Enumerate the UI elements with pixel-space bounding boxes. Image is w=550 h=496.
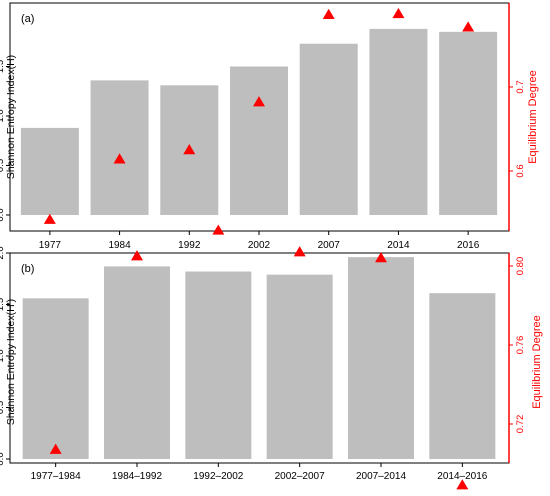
bar [20,127,79,215]
panel-label: (a) [21,13,34,25]
y-tick-label: 2.0 [0,246,6,259]
y2-tick-label: 0.7 [515,80,526,93]
bar [439,31,498,215]
y2-tick-label: 0.80 [515,257,526,276]
x-tick-label: 1992 [178,240,201,251]
bar [266,274,333,459]
bar [104,266,170,459]
y-axis-title: Shannon Entropy Index(H') [5,299,17,425]
marker-triangle [293,246,306,257]
panel-label: (b) [21,263,34,275]
y-tick-label: 1.5 [0,60,6,73]
bar [22,298,89,459]
y2-tick-label: 0.6 [515,164,526,177]
x-tick-label: 2007–2014 [356,471,406,482]
x-tick-label: 2002 [248,240,271,251]
marker-triangle [212,224,225,235]
y-tick-label: 0.0 [0,208,6,221]
y2-tick-label: 0.72 [515,415,526,434]
marker-triangle [131,250,143,261]
bar [299,43,358,216]
bar [348,257,414,459]
y-tick-label: 1.5 [0,298,6,311]
marker-triangle [375,252,387,263]
bar [369,28,428,215]
x-tick-label: 2016 [457,240,480,251]
y-tick-label: 0.0 [0,452,6,465]
panel-a: (a) 1977 1984 1992 2002 2007 2014 2016 0.0 0.5 1.0… [0,2,539,251]
marker-triangle [43,213,56,224]
marker-triangle [392,7,405,19]
y2-axis-title: Equilibrium Degree [531,315,543,409]
bar [230,66,288,215]
marker-triangle [322,8,335,19]
bar [90,80,149,215]
x-tick-label: 2007 [318,240,341,251]
y2-tick-label: 0.76 [515,336,526,355]
y-tick-label: 0.5 [0,159,6,172]
bar [185,271,252,459]
x-tick-label: 2002–2007 [275,471,325,482]
x-tick-label: 2014 [387,240,410,251]
x-tick-label: 2014–2016 [437,471,487,482]
panel-b: (b) 1977–1984 1984–1992 1992–2002 2002–2007 2… [0,224,543,490]
marker-triangle [49,443,62,454]
x-tick-label: 1977 [39,240,62,251]
y-axis-title: Shannon Entropy Index(H) [5,55,17,179]
marker-triangle [253,96,265,107]
marker-triangle [456,479,469,490]
bar [429,293,496,459]
x-tick-label: 1992–2002 [193,471,243,482]
x-tick-label: 1977–1984 [31,471,81,482]
y-tick-label: 1.0 [0,109,6,122]
x-tick-label: 1984 [108,240,131,251]
marker-triangle [183,144,196,155]
x-tick-label: 1984–1992 [112,471,162,482]
marker-triangle [462,21,475,32]
marker-triangle [113,153,126,164]
y-tick-label: 1.0 [0,349,6,362]
y2-axis-title: Equilibrium Degree [527,70,539,164]
y-tick-label: 0.5 [0,401,6,414]
